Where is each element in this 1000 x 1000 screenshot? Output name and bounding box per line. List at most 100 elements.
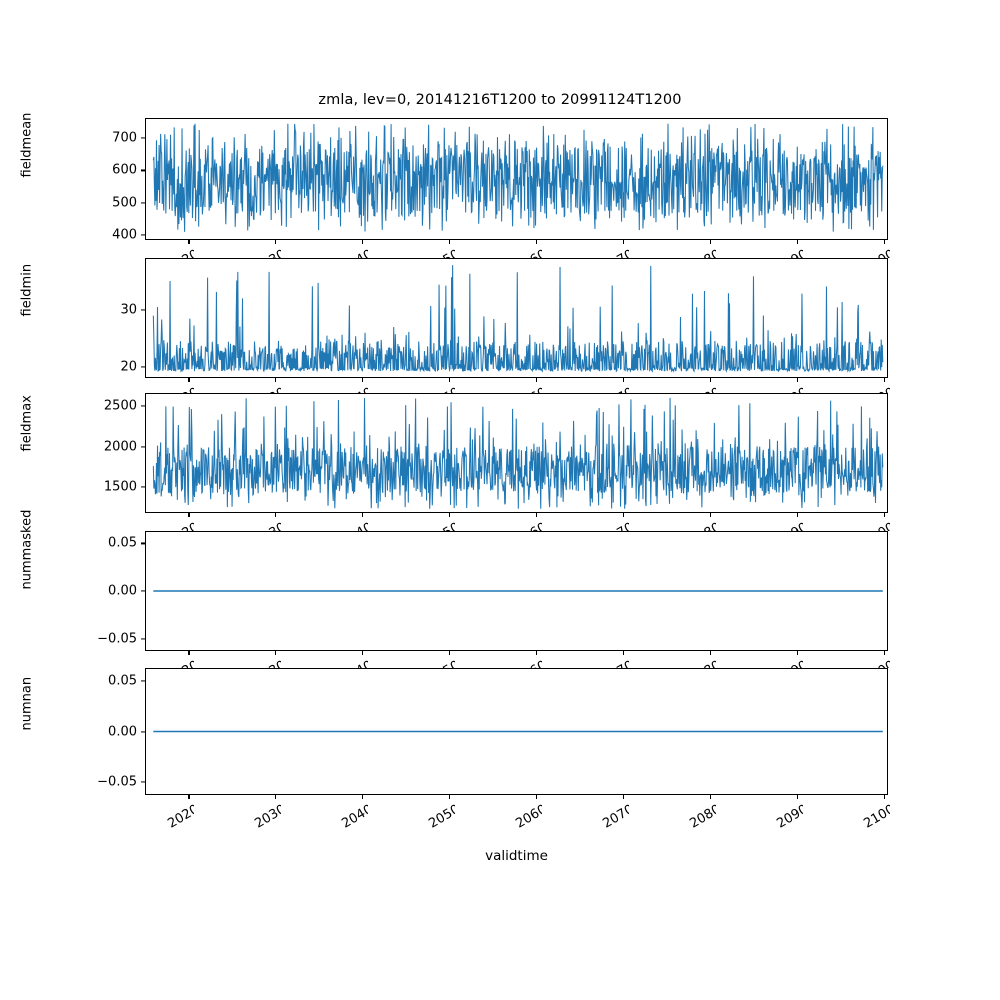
y-tick-label-numnan: 0.05 xyxy=(108,673,137,689)
x-tick-label-2100: 2100 xyxy=(812,520,890,531)
x-tick-mark xyxy=(449,651,451,656)
y-tick-mark xyxy=(140,445,145,448)
x-tick-label-clip: 2100 xyxy=(794,656,890,668)
x-tick-mark xyxy=(536,513,538,518)
x-tick-label-clip: 2060 xyxy=(446,383,542,393)
x-tick-label-clip: 2020 xyxy=(98,656,195,668)
x-tick-label-2020: 2020 xyxy=(116,385,195,393)
x-tick-label-clip: 2030 xyxy=(185,800,282,855)
x-tick-label-clip: 2090 xyxy=(707,518,803,531)
x-tick-label-clip: 2030 xyxy=(185,383,282,393)
x-tick-mark xyxy=(275,651,277,656)
x-tick-mark xyxy=(709,378,711,383)
x-tick-label-clip: 2060 xyxy=(446,800,542,855)
y-tick-mark xyxy=(140,590,145,592)
y-tick-label-fieldmax: 1500 xyxy=(103,479,137,495)
x-tick-label-2020: 2020 xyxy=(116,520,195,531)
x-tick-label-2030: 2030 xyxy=(203,520,282,531)
y-tick-mark xyxy=(140,486,145,488)
x-tick-mark xyxy=(449,240,451,245)
x-tick-label-clip: 2030 xyxy=(185,518,282,531)
x-tick-mark xyxy=(536,651,538,656)
x-tick-label-clip: 2040 xyxy=(272,656,369,668)
y-tick-mark xyxy=(140,405,145,407)
x-tick-label-2040: 2040 xyxy=(290,520,369,531)
x-tick-label-2060: 2060 xyxy=(464,385,542,393)
x-tick-label-2070: 2070 xyxy=(551,247,629,258)
x-tick-label-clip: 2050 xyxy=(359,383,455,393)
series-path xyxy=(152,265,884,373)
x-tick-mark xyxy=(709,240,711,245)
x-tick-mark xyxy=(536,378,538,383)
x-tick-mark xyxy=(275,240,277,245)
x-tick-label-clip: 2100 xyxy=(794,518,890,531)
x-tick-label-2050: 2050 xyxy=(377,247,455,258)
x-tick-mark xyxy=(188,378,190,383)
y-tick-label-fieldmin: 30 xyxy=(120,302,137,318)
x-tick-mark xyxy=(449,795,451,800)
y-tick-label-nummasked: 0.05 xyxy=(108,535,137,551)
x-tick-mark xyxy=(362,240,364,245)
x-tick-mark xyxy=(883,651,885,656)
x-tick-mark xyxy=(188,240,190,245)
x-tick-mark xyxy=(275,795,277,800)
x-tick-label-2070: 2070 xyxy=(551,385,629,393)
x-tick-mark xyxy=(883,513,885,518)
x-tick-mark xyxy=(883,795,885,800)
x-tick-label-2040: 2040 xyxy=(290,658,369,668)
x-tick-label-clip: 2090 xyxy=(707,800,803,855)
y-tick-label-fieldmean: 400 xyxy=(112,227,137,243)
x-axis-label: validtime xyxy=(485,848,548,864)
x-tick-label-clip: 2030 xyxy=(185,245,282,258)
x-tick-mark xyxy=(796,651,798,656)
x-tick-mark xyxy=(536,795,538,800)
x-tick-label-2050: 2050 xyxy=(377,385,455,393)
y-tick-label-nummasked: 0.00 xyxy=(108,583,137,599)
x-tick-label-clip: 2100 xyxy=(794,383,890,393)
plot-panel-fieldmean xyxy=(145,118,888,240)
x-tick-label-2030: 2030 xyxy=(203,247,282,258)
x-tick-mark xyxy=(622,795,625,800)
x-tick-label-clip: 2020 xyxy=(98,245,195,258)
x-tick-label-2040: 2040 xyxy=(290,385,369,393)
x-tick-label-clip: 2090 xyxy=(707,245,803,258)
x-tick-label-clip: 2100 xyxy=(794,800,890,855)
x-tick-mark xyxy=(796,240,798,245)
x-tick-label-clip: 2080 xyxy=(620,656,716,668)
x-tick-label-clip: 2080 xyxy=(620,800,716,855)
x-tick-mark xyxy=(796,378,798,383)
y-tick-label-fieldmean: 700 xyxy=(112,130,137,146)
data-line-numnan xyxy=(153,730,883,733)
x-tick-label-clip: 2020 xyxy=(98,383,195,393)
x-tick-mark xyxy=(709,513,711,518)
x-tick-mark xyxy=(362,513,364,518)
y-tick-mark xyxy=(140,234,145,236)
y-tick-label-nummasked: −0.05 xyxy=(97,631,137,647)
y-tick-label-fieldmin: 20 xyxy=(120,359,137,375)
x-tick-label-2100: 2100 xyxy=(812,658,890,668)
x-tick-label-2070: 2070 xyxy=(551,658,629,668)
x-tick-label-clip: 2040 xyxy=(272,518,369,531)
x-tick-mark xyxy=(362,651,364,656)
x-tick-mark xyxy=(362,378,364,383)
x-tick-label-2030: 2030 xyxy=(203,658,282,668)
x-tick-mark xyxy=(188,795,190,800)
x-tick-mark xyxy=(883,240,885,245)
x-tick-label-clip: 2060 xyxy=(446,518,542,531)
x-tick-label-clip: 2080 xyxy=(620,245,716,258)
x-tick-mark xyxy=(709,795,711,800)
x-tick-label-clip: 2020 xyxy=(98,518,195,531)
x-tick-mark xyxy=(622,513,625,518)
x-tick-label-clip: 2070 xyxy=(533,656,629,668)
x-tick-mark xyxy=(622,651,625,656)
x-tick-label-clip: 2080 xyxy=(620,518,716,531)
x-tick-label-2020: 2020 xyxy=(116,247,195,258)
y-tick-mark xyxy=(140,309,145,311)
x-tick-mark xyxy=(188,651,190,656)
x-tick-mark xyxy=(883,378,885,383)
y-tick-mark xyxy=(140,680,145,682)
y-tick-label-fieldmean: 500 xyxy=(112,195,137,211)
y-tick-label-numnan: −0.05 xyxy=(97,774,137,790)
x-tick-label-clip: 2050 xyxy=(359,656,455,668)
